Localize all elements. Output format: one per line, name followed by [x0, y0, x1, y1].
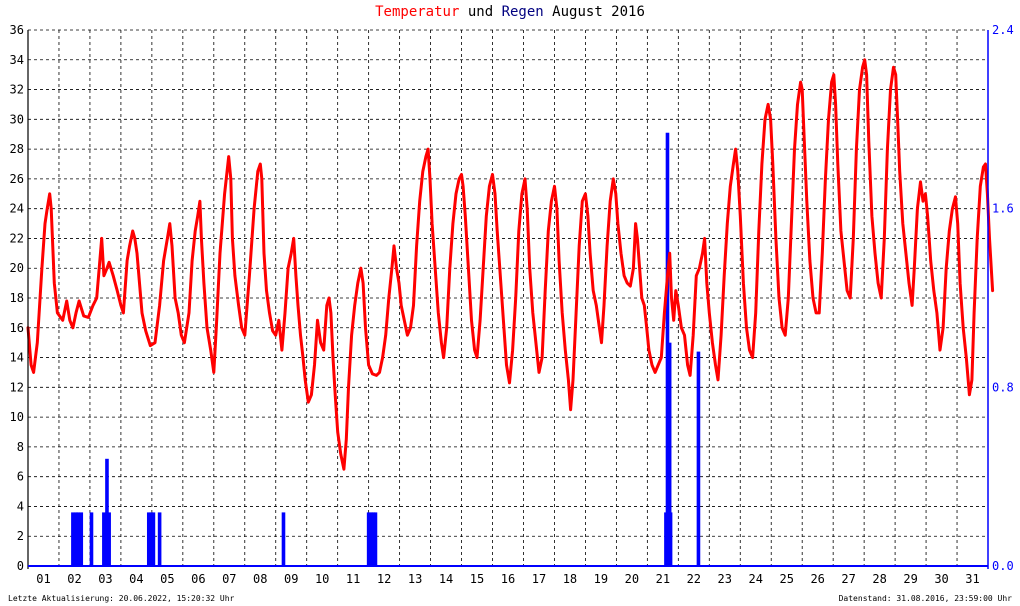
left-tick-label: 4 — [17, 499, 24, 513]
right-tick-label: 0.8 — [992, 380, 1014, 394]
rain-bar — [71, 512, 75, 566]
left-tick-label: 2 — [17, 529, 24, 543]
title-month: August 2016 — [552, 4, 645, 20]
left-tick-label: 28 — [10, 142, 24, 156]
left-tick-label: 30 — [10, 112, 24, 126]
rain-bar — [665, 132, 670, 566]
rain-bar — [373, 512, 378, 566]
rain-bar — [667, 342, 672, 566]
chart-title: Temperatur und Regen August 2016 — [0, 4, 1020, 20]
x-tick-label: 18 — [563, 572, 577, 586]
title-und: und — [467, 4, 494, 20]
title-rain: Regen — [501, 4, 544, 20]
left-tick-label: 26 — [10, 172, 24, 186]
title-temperature: Temperatur — [375, 4, 460, 20]
left-tick-label: 34 — [10, 53, 24, 67]
rain-bar — [281, 512, 286, 566]
x-tick-label: 14 — [439, 572, 453, 586]
rain-bar — [157, 512, 162, 566]
rain-bar — [151, 512, 156, 566]
x-tick-label: 02 — [67, 572, 81, 586]
left-tick-label: 22 — [10, 231, 24, 245]
grid-group — [27, 29, 989, 567]
x-tick-label: 21 — [656, 572, 670, 586]
x-tick-label: 13 — [408, 572, 422, 586]
x-tick-label: 15 — [470, 572, 484, 586]
right-tick-label: 1.6 — [992, 202, 1014, 216]
x-tick-label: 20 — [625, 572, 639, 586]
x-tick-label: 08 — [253, 572, 267, 586]
right-tick-labels-group: 0.0 0.8 1.6 2.4 — [992, 23, 1014, 573]
rain-bar — [696, 351, 701, 566]
x-tick-labels-group: 01 02 03 04 05 06 07 08 09 10 11 12 13 14 15 16 17 18 19 20… — [36, 572, 979, 586]
x-tick-label: 05 — [160, 572, 174, 586]
rain-bar — [149, 512, 154, 566]
x-tick-label: 04 — [129, 572, 143, 586]
x-tick-label: 25 — [779, 572, 793, 586]
x-tick-label: 24 — [749, 572, 763, 586]
rain-bar — [107, 512, 111, 566]
x-tick-label: 11 — [346, 572, 360, 586]
left-tick-label: 18 — [10, 291, 24, 305]
left-tick-label: 32 — [10, 83, 24, 97]
left-tick-label: 10 — [10, 410, 24, 424]
rain-bar — [89, 512, 94, 566]
rain-bar — [366, 512, 371, 566]
x-tick-label: 03 — [98, 572, 112, 586]
x-tick-label: 06 — [191, 572, 205, 586]
right-tick-label: 0.0 — [992, 559, 1014, 573]
x-tick-label: 29 — [903, 572, 917, 586]
axes-group — [27, 30, 989, 569]
left-tick-label: 20 — [10, 261, 24, 275]
x-tick-label: 17 — [532, 572, 546, 586]
rain-bar — [79, 512, 84, 566]
rain-bar — [668, 512, 673, 566]
x-tick-label: 19 — [594, 572, 608, 586]
right-tick-label: 2.4 — [992, 23, 1014, 37]
x-tick-label: 12 — [377, 572, 391, 586]
temperature-line-group — [26, 58, 995, 471]
left-tick-label: 12 — [10, 380, 24, 394]
left-tick-label: 6 — [17, 470, 24, 484]
left-tick-label: 36 — [10, 23, 24, 37]
x-tick-label: 27 — [841, 572, 855, 586]
footer-last-update: Letzte Aktualisierung: 20.06.2022, 15:20… — [8, 594, 235, 603]
rain-bar — [76, 512, 80, 566]
x-tick-label: 26 — [810, 572, 824, 586]
rain-bar — [74, 512, 78, 566]
left-tick-label: 16 — [10, 321, 24, 335]
x-tick-label: 31 — [965, 572, 979, 586]
left-tick-label: 8 — [17, 440, 24, 454]
rain-bars-group — [71, 132, 701, 566]
x-tick-label: 23 — [718, 572, 732, 586]
rain-bar — [105, 458, 109, 566]
left-tick-label: 24 — [10, 202, 24, 216]
temperature-line — [26, 58, 995, 471]
x-tick-label: 09 — [284, 572, 298, 586]
x-tick-label: 22 — [687, 572, 701, 586]
x-tick-label: 01 — [36, 572, 50, 586]
rain-bar — [371, 512, 376, 566]
footer-data-status: Datenstand: 31.08.2016, 23:59:00 Uhr — [838, 594, 1012, 603]
rain-bar — [369, 512, 373, 566]
x-tick-label: 16 — [501, 572, 515, 586]
left-tick-label: 14 — [10, 351, 24, 365]
x-tick-label: 28 — [872, 572, 886, 586]
rain-bar — [102, 512, 106, 566]
x-tick-label: 07 — [222, 572, 236, 586]
rain-bar — [146, 512, 151, 566]
x-tick-label: 10 — [315, 572, 329, 586]
x-tick-label: 30 — [934, 572, 948, 586]
left-tick-label: 0 — [17, 559, 24, 573]
